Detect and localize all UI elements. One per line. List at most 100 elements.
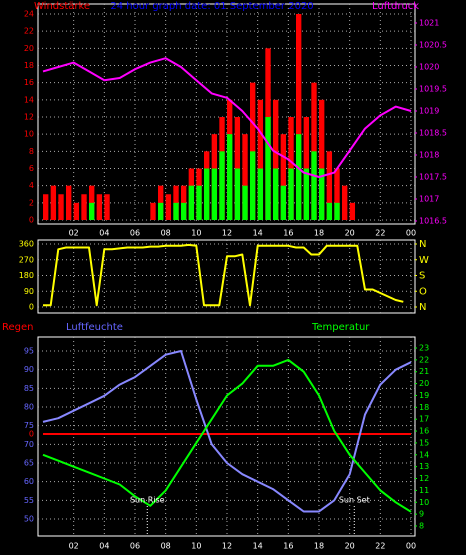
y2-tick-label: 22: [419, 355, 429, 364]
bar: [173, 202, 179, 220]
y-tick-label: 95: [24, 347, 34, 356]
y2-tick-label: 15: [419, 438, 429, 447]
y-tick-label: 4: [29, 181, 34, 190]
bar: [81, 194, 87, 220]
x-tick-label: 04: [99, 229, 109, 238]
y-tick-label: 270: [19, 255, 34, 264]
y-tick-label: 12: [24, 113, 34, 122]
y-tick-label: 360: [19, 240, 34, 249]
y2-tick-label: 1020.5: [419, 41, 447, 50]
annotation: Sun Rise: [130, 496, 165, 505]
y2-axis-title: Luftdruck: [372, 1, 419, 12]
bar: [265, 117, 271, 220]
x-tick-label: 04: [99, 542, 109, 551]
bar: [204, 168, 210, 220]
x-tick-label: 08: [161, 229, 171, 238]
x-tick-label: 20: [345, 542, 355, 551]
y-axis-title: Windstärke: [34, 1, 90, 12]
y2-tick-label: 11: [419, 486, 429, 495]
y2-tick-label: N: [419, 239, 426, 250]
data-line: [42, 350, 412, 513]
bar: [280, 134, 287, 220]
y2-tick-label: 14: [419, 450, 429, 459]
bar: [296, 134, 302, 220]
y2-tick-label: 1018: [419, 151, 439, 160]
bar: [303, 168, 310, 220]
bar: [296, 14, 302, 220]
y2-tick-label: 1016.5: [419, 217, 447, 226]
bar: [326, 202, 333, 220]
bar: [319, 99, 325, 220]
y2-tick-label: O: [419, 286, 427, 297]
bar: [181, 202, 187, 220]
y-tick-label: 65: [24, 459, 34, 468]
bar: [96, 194, 103, 220]
y2-tick-label: 23: [419, 344, 429, 353]
x-tick-label: 22: [375, 229, 385, 238]
x-tick-label: 06: [130, 542, 140, 551]
bar: [242, 134, 248, 220]
bar: [334, 202, 340, 220]
data-line: [43, 243, 404, 307]
y2-tick-label: N: [419, 302, 426, 313]
y-tick-label: 80: [24, 403, 34, 412]
bar: [219, 151, 225, 220]
y-axis-title: Luftfeuchte: [66, 322, 123, 333]
x-tick-label: 10: [191, 229, 201, 238]
bar: [58, 194, 64, 220]
bar: [104, 194, 110, 220]
y-tick-label: 55: [24, 496, 34, 505]
y2-tick-label: 16: [419, 427, 429, 436]
y2-tick-label: 1017.5: [419, 173, 447, 182]
y-tick-label: 6: [29, 164, 34, 173]
y2-axis-title: Temperatur: [311, 322, 370, 333]
y2-tick-label: 1019.5: [419, 85, 447, 94]
bar: [89, 202, 95, 220]
bar: [342, 185, 348, 220]
y-tick-label: 0: [29, 303, 34, 312]
x-tick-label: 02: [69, 229, 79, 238]
bar: [50, 185, 57, 220]
y-tick-label: 16: [24, 78, 34, 87]
bar: [257, 99, 264, 220]
rain-axis-title: Regen: [2, 322, 34, 333]
bar: [288, 168, 294, 220]
x-tick-label: 16: [283, 229, 293, 238]
y2-tick-label: 9: [419, 510, 424, 519]
x-tick-label: 20: [345, 229, 355, 238]
bar: [227, 134, 233, 220]
y-tick-label: 60: [24, 477, 34, 486]
x-tick-label: 12: [222, 229, 232, 238]
y-tick-label: 180: [19, 271, 34, 280]
rain-tick-label: 0: [29, 430, 34, 439]
bar: [196, 185, 202, 220]
data-line: [42, 57, 412, 178]
y-tick-label: 2: [29, 198, 34, 207]
bar: [273, 99, 279, 220]
y-tick-label: 14: [24, 95, 34, 104]
chart-title: 24 hour graph date: 01 September 2020: [110, 1, 313, 12]
bar: [349, 202, 356, 220]
y2-tick-label: 1021: [419, 19, 439, 28]
y2-tick-label: 1018.5: [419, 129, 447, 138]
bar: [311, 151, 317, 220]
bar: [150, 202, 156, 220]
y-tick-label: 10: [24, 130, 34, 139]
y-tick-label: 8: [29, 147, 34, 156]
bar: [43, 194, 49, 220]
y-tick-label: 70: [24, 440, 34, 449]
data-line: [42, 358, 412, 513]
y-tick-label: 90: [24, 365, 34, 374]
y-tick-label: 0: [29, 216, 34, 225]
bar: [188, 185, 195, 220]
x-tick-label: 12: [222, 542, 232, 551]
x-tick-label: 14: [253, 229, 263, 238]
y2-tick-label: 20: [419, 379, 429, 388]
bar: [250, 151, 256, 220]
y2-tick-label: 13: [419, 462, 429, 471]
bar: [319, 168, 325, 220]
x-tick-label: 18: [314, 542, 324, 551]
